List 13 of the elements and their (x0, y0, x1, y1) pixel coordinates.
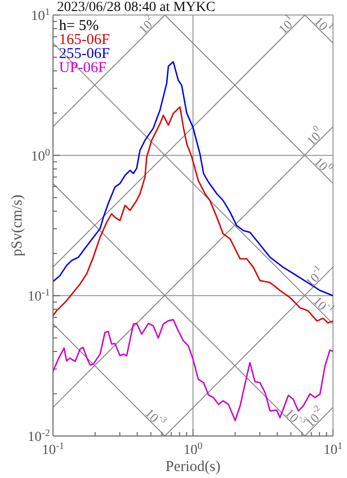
text: 255-06F (59, 46, 110, 62)
y-axis-title: pSv(cm/s) (9, 194, 26, 256)
x-axis-title: Period(s) (166, 459, 220, 475)
text: UP-06F (59, 60, 108, 76)
y-tick-label: 10$^{1}$ (31, 6, 50, 24)
x-tick-label: 10$^{0}$ (184, 440, 202, 458)
legend-title: h= 5% (59, 18, 100, 34)
y-tick-label: 10$^{-1}$ (28, 287, 50, 305)
text: 165-06F (59, 32, 110, 48)
x-tick-label: 10$^{1}$ (324, 440, 342, 458)
y-tick-label: 10$^{-2}$ (28, 428, 50, 445)
chart-title: 2023/06/28 08:40 at MYKC (57, 0, 216, 15)
y-tick-label: 10$^{0}$ (31, 146, 50, 164)
